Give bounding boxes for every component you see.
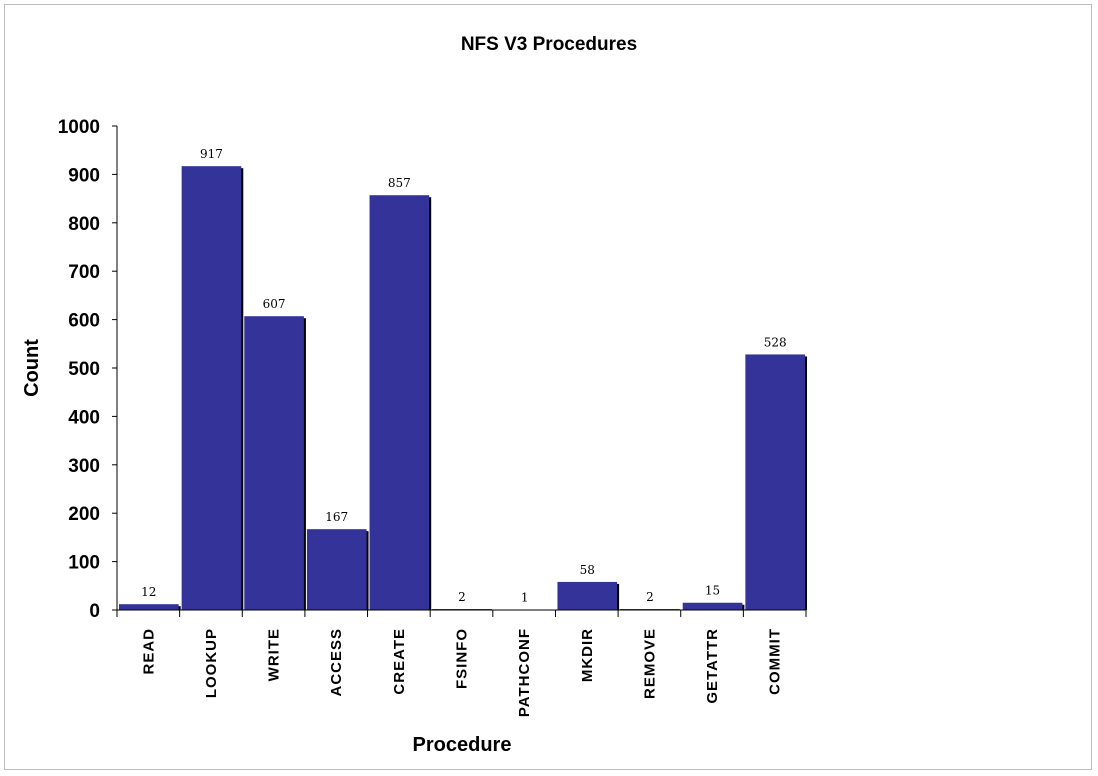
x-tick-label: GETATTR [704,628,721,704]
bar [369,195,430,610]
y-tick-label: 100 [68,553,100,574]
chart-title: NFS V3 Procedures [461,34,637,55]
x-tick-label: MKDIR [579,628,596,682]
data-label: 528 [764,335,787,349]
x-tick-label: WRITE [266,628,283,681]
x-tick-label: PATHCONF [516,628,533,717]
x-tick-label: LOOKUP [203,628,220,698]
bar [682,602,743,610]
data-label: 1 [521,591,529,605]
x-tick-label: ACCESS [328,628,345,697]
y-tick-label: 500 [68,359,100,380]
bar [306,529,367,610]
data-label: 917 [200,147,223,161]
y-tick-label: 700 [68,262,100,283]
y-tick-label: 600 [68,311,100,332]
data-label: 58 [580,563,595,577]
data-label: 2 [458,590,466,604]
bar [181,166,242,610]
bar [745,354,805,610]
bar [244,316,304,610]
data-label: 857 [388,176,411,190]
data-label: 2 [646,590,654,604]
y-tick-label: 200 [68,504,100,525]
y-tick-label: 1000 [58,117,100,138]
x-axis-label: Procedure [413,734,512,756]
data-label: 12 [141,585,156,599]
y-tick-label: 400 [68,407,100,428]
x-tick-label: REMOVE [641,628,658,699]
bar [119,604,179,610]
data-label: 15 [705,584,720,598]
bar [557,581,618,610]
y-tick-label: 300 [68,456,100,477]
y-axis-label: Count [21,339,43,397]
x-tick-label: CREATE [391,628,408,695]
y-tick-label: 900 [68,165,100,186]
x-tick-label: FSINFO [454,628,471,689]
x-tick-label: READ [140,628,157,675]
plot-area: 0100200300400500600700800900100012917607… [58,117,807,717]
data-label: 167 [325,510,348,524]
x-tick-label: COMMIT [767,628,784,695]
y-tick-label: 800 [68,214,100,235]
data-label: 607 [263,297,286,311]
y-tick-label: 0 [89,601,100,622]
